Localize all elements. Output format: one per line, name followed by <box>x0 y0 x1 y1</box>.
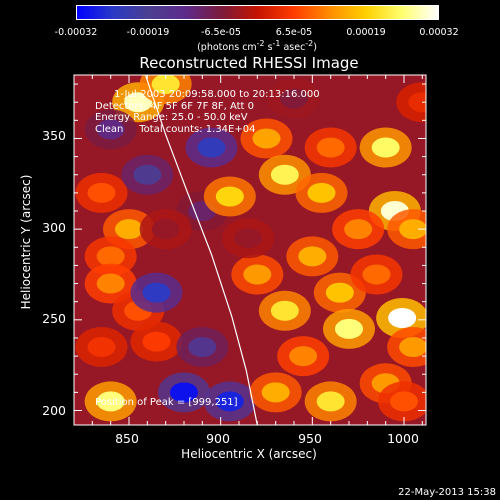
y-axis-label: Heliocentric Y (arcsec) <box>19 174 33 310</box>
heatmap-blob-core <box>96 246 125 267</box>
colorbar <box>76 5 439 20</box>
colorbar-tick-label: 0.00032 <box>419 27 459 38</box>
heatmap-blob-core <box>325 282 354 303</box>
heatmap-blob-core <box>96 391 125 412</box>
annotation-detectors: Detectors: 4F 5F 6F 7F 8F, Att 0 <box>95 101 255 112</box>
heatmap-blob-core <box>234 228 263 249</box>
annotation-clean: Clean Total counts: 1.34E+04 <box>95 124 256 135</box>
plot-frame <box>73 74 427 426</box>
heatmap-blob-core <box>252 128 281 149</box>
heatmap-blob-core <box>344 219 373 240</box>
heatmap-blob-core <box>270 300 299 321</box>
heatmap-blob-core <box>87 337 116 358</box>
annotation-peak: Position of Peak = [999,251] <box>95 397 238 408</box>
heatmap-blob-core <box>399 219 426 240</box>
x-tick-label: 900 <box>206 431 230 446</box>
heatmap-blob-core <box>307 182 336 203</box>
annotation-energy: Energy Range: 25.0 - 50.0 keV <box>95 112 248 123</box>
heatmap-blob-core <box>188 337 217 358</box>
heatmap-blob-core <box>96 119 125 140</box>
heatmap-blob-core <box>280 88 308 109</box>
heatmap-blob-core <box>115 219 143 240</box>
heatmap-blob-core <box>124 92 153 113</box>
heatmap-blob-core <box>335 318 363 339</box>
heatmap-blob-core <box>362 264 391 285</box>
solar-limb-curve <box>144 75 258 425</box>
heatmap-blob-core <box>371 137 400 158</box>
colorbar-units: (photons cm-2 s-1 asec-2) <box>197 39 317 54</box>
heatmap-blob-core <box>261 382 290 403</box>
heatmap-blob-core <box>215 391 244 412</box>
colorbar-tick-label: -0.00019 <box>126 27 170 38</box>
colorbar-tick-label: 6.5e-05 <box>275 27 313 38</box>
axis-ticks <box>74 75 426 425</box>
y-tick-label: 200 <box>42 403 66 418</box>
heatmap-blob-core <box>142 282 171 303</box>
colorbar-tick-label: -0.00032 <box>54 27 98 38</box>
heatmap-blob-core <box>133 164 162 185</box>
heatmap-blob-core <box>270 164 299 185</box>
footer-timestamp: 22-May-2013 15:38 <box>398 487 496 498</box>
heatmap-blob-core <box>151 219 180 240</box>
heatmap-blob-core <box>289 346 318 367</box>
heatmap-blob-core <box>215 186 244 207</box>
colorbar-tick-label: -6.5e-05 <box>201 27 241 38</box>
heatmap-blob-core <box>298 246 327 267</box>
chart-title: Reconstructed RHESSI Image <box>139 54 359 72</box>
x-tick-label: 850 <box>115 431 139 446</box>
annotation-time-range: 1-Jul-2003 20:09:58.000 to 20:13:16.000 <box>114 89 320 100</box>
y-tick-label: 350 <box>42 128 66 143</box>
heatmap-blob-core <box>316 137 345 158</box>
heatmap-blob-core <box>408 92 426 113</box>
y-tick-label: 250 <box>42 311 66 326</box>
heatmap-blobs <box>75 75 426 422</box>
heatmap-blob-core <box>243 264 272 285</box>
heatmap-blob-core <box>388 308 417 329</box>
heatmap-blob-core <box>197 137 226 158</box>
x-tick-label: 950 <box>298 431 322 446</box>
heatmap-blob-core <box>142 331 171 352</box>
heatmap-blob-core <box>170 382 198 403</box>
x-axis-label: Heliocentric X (arcsec) <box>181 447 317 461</box>
heatmap-blob-core <box>96 273 125 294</box>
heatmap-blob-core <box>87 182 116 203</box>
heatmap-blob-core <box>399 337 426 358</box>
heatmap-blob-core <box>151 75 180 95</box>
y-tick-label: 300 <box>42 220 66 235</box>
heatmap-blob-core <box>390 391 418 412</box>
colorbar-tick-label: 0.00019 <box>346 27 386 38</box>
x-tick-label: 1000 <box>387 431 419 446</box>
heatmap-blob-core <box>316 391 345 412</box>
